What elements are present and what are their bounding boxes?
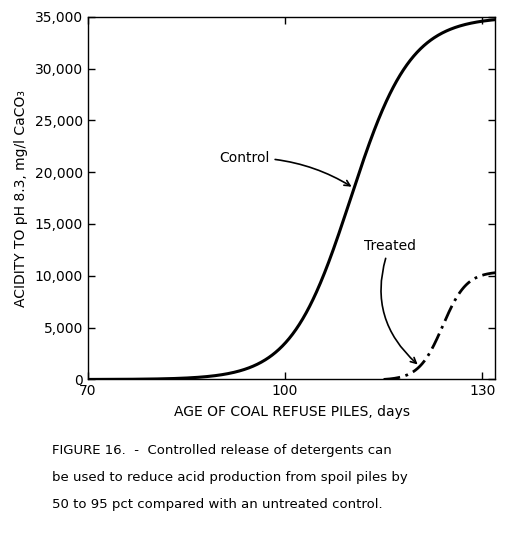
Text: FIGURE 16.  -  Controlled release of detergents can: FIGURE 16. - Controlled release of deter… <box>52 444 391 457</box>
Text: Treated: Treated <box>364 239 416 363</box>
Text: 50 to 95 pct compared with an untreated control.: 50 to 95 pct compared with an untreated … <box>52 498 382 511</box>
Y-axis label: ACIDITY TO pH 8.3, mg/l CaCO₃: ACIDITY TO pH 8.3, mg/l CaCO₃ <box>13 90 28 306</box>
X-axis label: AGE OF COAL REFUSE PILES, days: AGE OF COAL REFUSE PILES, days <box>173 405 410 419</box>
Text: Control: Control <box>219 151 350 186</box>
Text: be used to reduce acid production from spoil piles by: be used to reduce acid production from s… <box>52 471 407 484</box>
